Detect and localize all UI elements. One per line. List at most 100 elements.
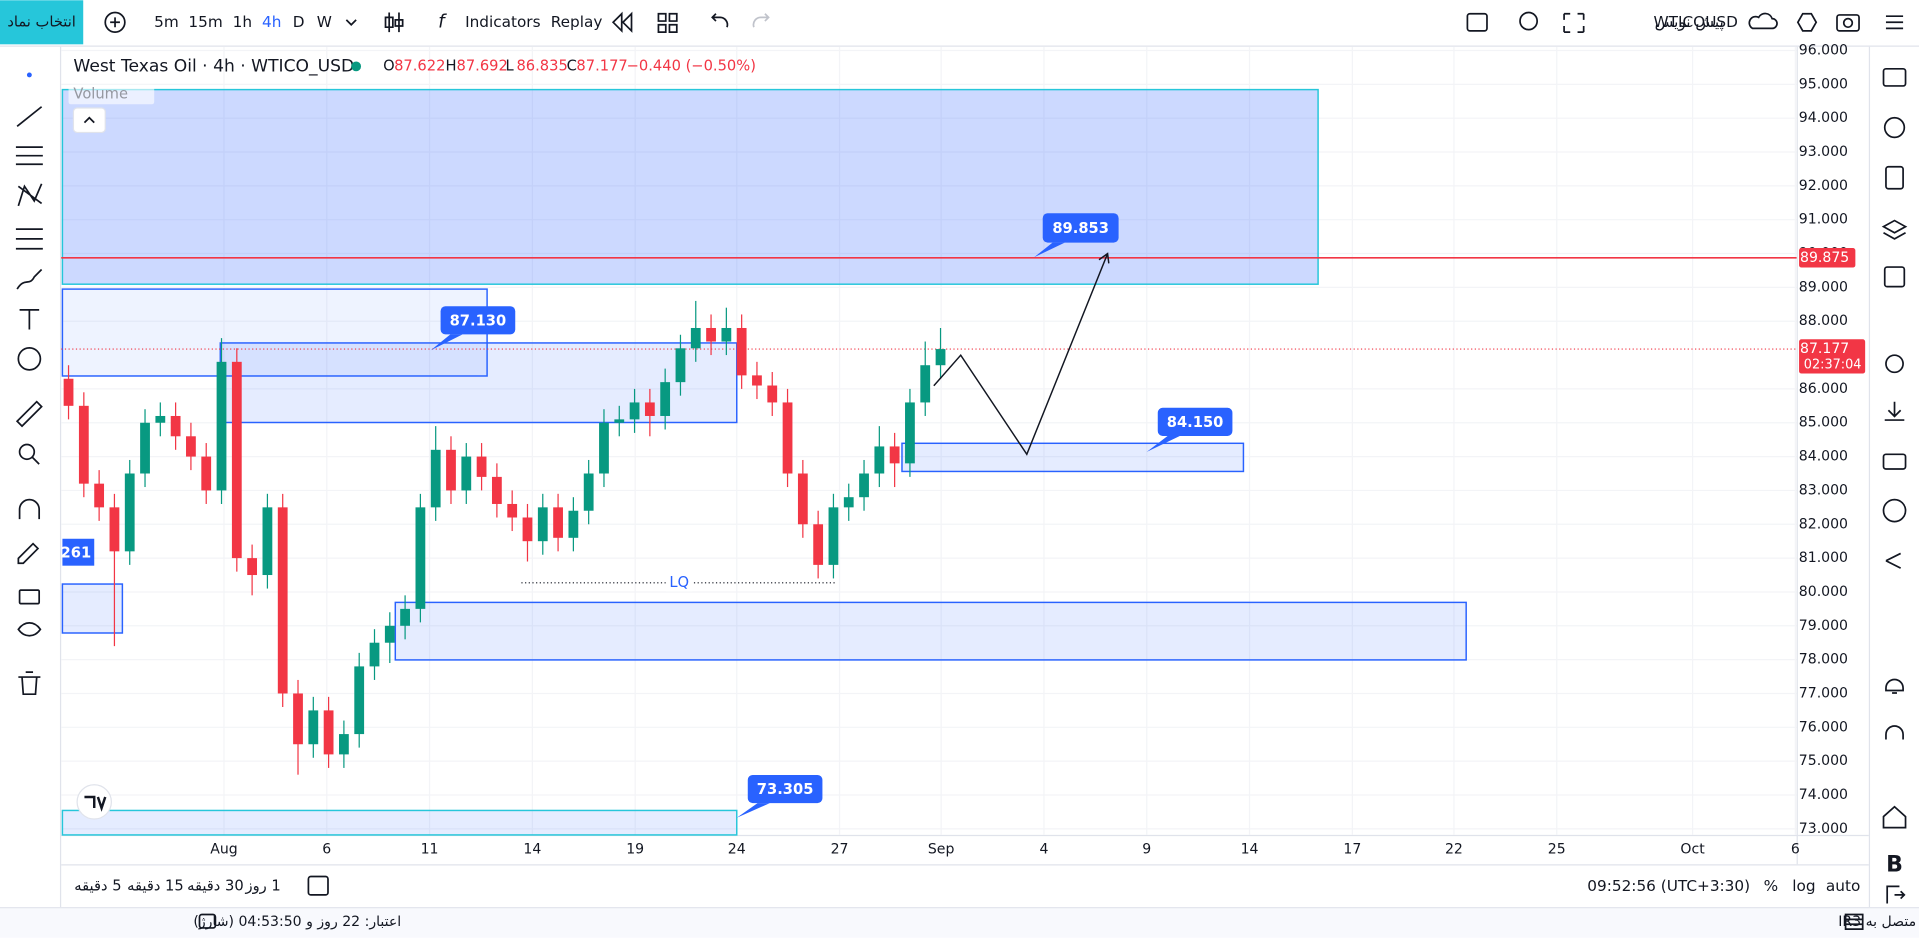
delete-tool[interactable] — [18, 671, 41, 696]
symbol-button[interactable] — [0, 0, 84, 45]
candle-body — [537, 507, 548, 542]
watchlist-icon[interactable] — [1882, 67, 1907, 87]
candle-body — [629, 402, 640, 420]
ohlc-value: 87.622 — [394, 57, 445, 74]
menu-icon[interactable] — [1885, 15, 1904, 30]
text-tool[interactable] — [19, 309, 40, 330]
search-icon[interactable] — [1519, 11, 1539, 31]
chart-type-icon[interactable] — [384, 12, 404, 33]
layout-icon[interactable] — [657, 12, 678, 33]
ohlc-value: L — [505, 57, 514, 74]
redo-icon[interactable] — [752, 13, 770, 28]
fx-icon[interactable]: f — [438, 11, 447, 32]
wallet-icon[interactable] — [1882, 453, 1907, 470]
y-tick-label: 96.000 — [1799, 42, 1848, 58]
zone-box — [219, 342, 738, 424]
calendar-icon[interactable] — [1883, 266, 1906, 288]
x-tick-label: 19 — [626, 842, 644, 858]
volume-label: Volume — [73, 86, 128, 103]
projection-tool[interactable] — [15, 228, 43, 250]
support-icon[interactable] — [1885, 725, 1904, 740]
zoom-tool[interactable] — [18, 443, 36, 461]
download-icon[interactable] — [1884, 401, 1905, 421]
candle-body — [155, 415, 166, 423]
indicators-button[interactable]: Indicators — [465, 13, 541, 31]
candle-body — [78, 405, 89, 484]
callout-box — [1157, 407, 1233, 436]
home-icon[interactable] — [1882, 805, 1907, 829]
bell-icon[interactable] — [1885, 678, 1904, 694]
range-button[interactable]: 5 دقیقه — [74, 877, 121, 894]
candle-body — [430, 449, 441, 508]
profile-icon[interactable] — [1882, 498, 1907, 523]
y-tick-label: 79.000 — [1799, 618, 1848, 634]
candle-body — [874, 446, 885, 474]
ohlc-value: 86.835 — [516, 57, 567, 74]
ruler-tool[interactable] — [15, 400, 43, 428]
camera-icon[interactable] — [1836, 14, 1860, 32]
cloud-icon[interactable] — [1748, 12, 1778, 30]
expand-icon[interactable] — [1563, 12, 1585, 33]
interval-button[interactable]: W — [317, 13, 332, 31]
replay-button[interactable]: Replay — [551, 13, 603, 31]
magnet-tool[interactable] — [18, 498, 41, 520]
logout-icon[interactable] — [1886, 885, 1906, 904]
candle-body — [583, 473, 594, 511]
emoji-tool[interactable] — [17, 346, 42, 371]
trendline-tool[interactable] — [16, 106, 43, 127]
x-tick-label: 11 — [421, 842, 439, 858]
fullscreen-box-icon[interactable] — [1466, 12, 1488, 32]
y-tick-label: 78.000 — [1799, 652, 1848, 668]
draft-label[interactable]: پیش نویس — [1655, 13, 1724, 32]
y-tick-label: 92.000 — [1799, 178, 1848, 194]
visibility-tool[interactable] — [17, 622, 42, 637]
candle-body — [231, 361, 242, 559]
brand-icon[interactable]: B — [1886, 853, 1903, 878]
interval-button[interactable]: D — [293, 13, 305, 31]
range-button[interactable]: 30 دقیقه — [187, 877, 244, 894]
candle-body — [277, 507, 288, 694]
goto-date-icon[interactable] — [307, 875, 329, 896]
share-icon[interactable] — [1885, 552, 1902, 569]
candle-body — [63, 378, 74, 406]
settings-icon[interactable] — [1796, 12, 1818, 32]
undo-icon[interactable] — [711, 13, 729, 28]
candle-body — [644, 402, 655, 416]
range-button[interactable]: 15 دقیقه — [127, 877, 184, 894]
candle-body — [124, 473, 135, 552]
add-symbol-icon[interactable] — [104, 11, 126, 33]
candle-body — [828, 507, 839, 565]
interval-button[interactable]: 4h — [262, 13, 281, 31]
cursor-tool[interactable] — [26, 72, 32, 78]
sidebar-settings-icon[interactable] — [1885, 354, 1904, 374]
percent-toggle[interactable]: % — [1764, 877, 1779, 895]
candle-body — [170, 415, 181, 437]
interval-button[interactable]: 15m — [188, 13, 222, 31]
y-tick-label: 80.000 — [1799, 584, 1848, 600]
collapse-button[interactable] — [72, 107, 106, 134]
notes-icon[interactable] — [1885, 165, 1904, 190]
alerts-icon[interactable] — [1883, 116, 1906, 139]
candle-body — [323, 710, 334, 755]
symbol-button-label[interactable]: انتخاب نماد — [7, 13, 76, 30]
brush-tool[interactable] — [16, 268, 43, 290]
pattern-tool[interactable] — [17, 183, 43, 207]
range-button[interactable]: 1 روز — [244, 877, 280, 894]
log-toggle[interactable]: log — [1792, 877, 1815, 895]
candle-body — [293, 693, 303, 745]
candle-body — [247, 558, 258, 576]
interval-button[interactable]: 5m — [154, 13, 179, 31]
replay-icon[interactable] — [611, 11, 633, 33]
ohlc-value: H — [445, 57, 456, 74]
auto-toggle[interactable]: auto — [1826, 877, 1860, 895]
interval-dropdown[interactable] — [345, 19, 357, 26]
draw-mode-tool[interactable] — [17, 542, 40, 565]
candle-body — [935, 349, 946, 366]
lock-tool[interactable] — [18, 589, 41, 605]
symbol-label[interactable]: WTICOUSD — [1654, 13, 1738, 31]
fib-tool[interactable] — [15, 146, 43, 166]
layers-icon[interactable] — [1881, 219, 1908, 240]
candle-body — [767, 385, 778, 403]
callout-box — [747, 774, 823, 804]
interval-button[interactable]: 1h — [233, 13, 252, 31]
